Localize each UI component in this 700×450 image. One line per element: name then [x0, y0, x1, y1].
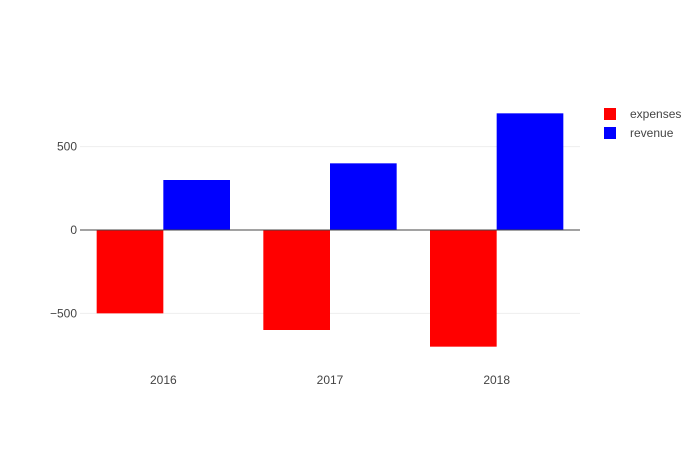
legend-item-revenue[interactable]: revenue: [604, 126, 674, 140]
bar-revenue-2017[interactable]: [330, 163, 397, 230]
legend-label: revenue: [630, 126, 674, 140]
legend-item-expenses[interactable]: expenses: [604, 107, 681, 121]
bar-expenses-2017[interactable]: [263, 230, 330, 330]
legend-label: expenses: [630, 107, 681, 121]
y-tick-label: 500: [57, 140, 77, 154]
bars-layer: [96, 113, 564, 347]
y-tick-label: −500: [50, 306, 77, 320]
x-tick-label: 2017: [317, 373, 344, 387]
x-tick-label: 2016: [150, 373, 177, 387]
bar-revenue-2018[interactable]: [496, 113, 564, 230]
y-tick-label: 0: [70, 223, 77, 237]
bar-expenses-2016[interactable]: [96, 230, 164, 314]
bar-revenue-2016[interactable]: [163, 180, 230, 230]
x-tick-label: 2018: [483, 373, 510, 387]
legend-swatch: [604, 127, 616, 139]
legend[interactable]: expenses revenue: [604, 107, 681, 140]
legend-swatch: [604, 108, 616, 120]
bar-expenses-2018[interactable]: [430, 230, 497, 347]
axis-layer: −500 0 500 2016 2017 2018: [50, 140, 580, 387]
